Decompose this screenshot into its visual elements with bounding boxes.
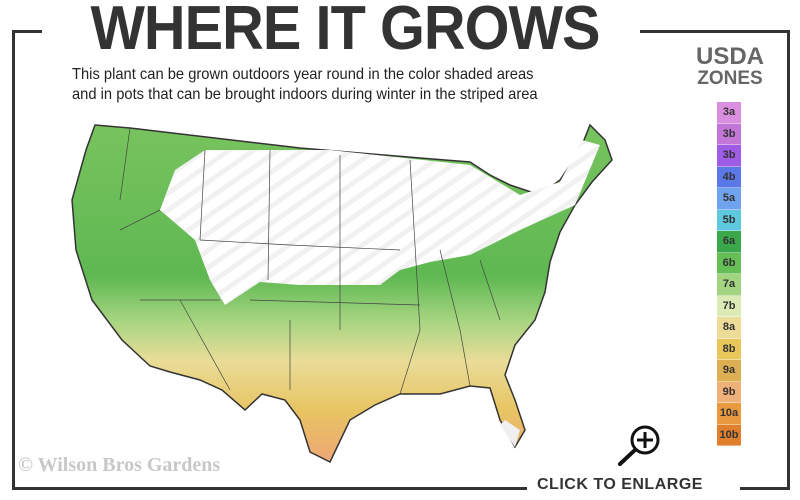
legend-zone-8a: 8a xyxy=(717,317,741,339)
legend-zone-6b: 6b xyxy=(717,252,741,274)
legend-zone-10b: 10b xyxy=(717,424,741,446)
subtitle-line-2: and in pots that can be brought indoors … xyxy=(72,86,538,103)
legend-zone-5b: 5b xyxy=(717,209,741,231)
legend-zone-8b: 8b xyxy=(717,338,741,360)
watermark: © Wilson Bros Gardens xyxy=(18,454,221,476)
legend-zone-4b: 4b xyxy=(717,166,741,188)
legend-zone-9b: 9b xyxy=(717,381,741,403)
frame-right xyxy=(787,30,790,490)
legend-title-usda: USDA xyxy=(695,43,764,70)
frame-top-right xyxy=(640,30,790,33)
page-title: WHERE IT GROWS xyxy=(90,0,600,63)
zone-legend: 3a 3b 3b 4b 5a 5b 6a 6b 7a 7b 8a 8b 9a 9b 10a 10b xyxy=(717,102,741,446)
legend-zone-7b: 7b xyxy=(717,295,741,317)
legend-zone-7a: 7a xyxy=(717,274,741,296)
legend-title-zones: ZONES xyxy=(697,68,763,89)
legend-zone-3b: 3b xyxy=(717,123,741,145)
state-lines xyxy=(119,127,501,395)
click-to-enlarge-button[interactable]: CLICK TO ENLARGE xyxy=(537,476,703,493)
frame-bottom-left xyxy=(12,487,527,490)
florida-tip xyxy=(500,420,520,447)
frame-bottom-right xyxy=(740,487,790,490)
zoom-in-icon[interactable] xyxy=(608,420,664,470)
striped-area xyxy=(160,140,600,305)
subtitle-line-1: This plant can be grown outdoors year ro… xyxy=(72,66,534,83)
frame-left xyxy=(12,30,15,490)
legend-zone-10a: 10a xyxy=(717,403,741,425)
legend-zone-3b: 3b xyxy=(717,145,741,167)
frame-top-left xyxy=(12,30,42,33)
legend-zone-5a: 5a xyxy=(717,188,741,210)
legend-zone-9a: 9a xyxy=(717,360,741,382)
legend-zone-6a: 6a xyxy=(717,231,741,253)
legend-title: USDA ZONES xyxy=(676,43,784,90)
legend-zone-3a: 3a xyxy=(717,102,741,124)
